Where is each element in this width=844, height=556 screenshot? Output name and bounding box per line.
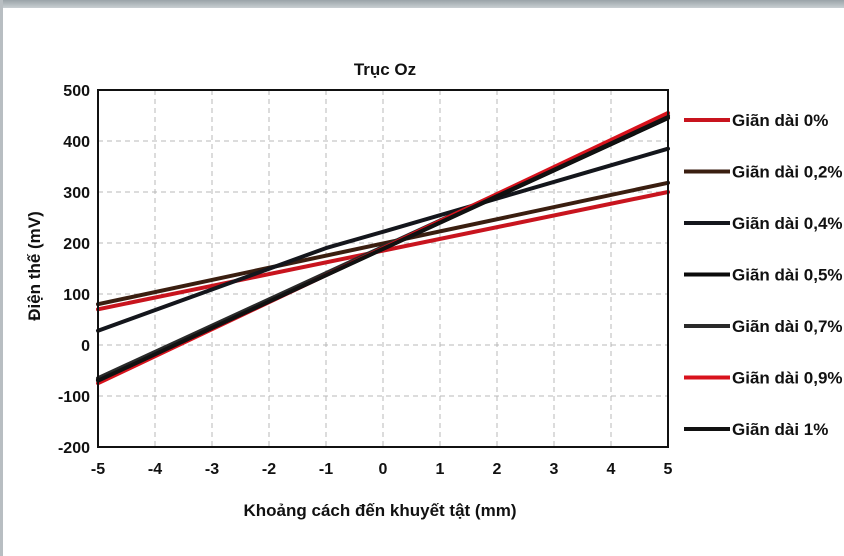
top-frame-border <box>0 0 844 8</box>
y-tick-label: -200 <box>58 440 90 457</box>
x-axis-label: Khoảng cách đến khuyết tật (mm) <box>244 501 517 520</box>
y-tick-label: 200 <box>63 236 90 253</box>
tick-labels: -5 -4 -3 -2 -1 0 1 2 3 4 5 -200 -100 0 100 200 300 400 500 <box>58 83 673 478</box>
legend-label-5: Giãn dài 0,9% <box>732 369 843 388</box>
legend-label-2: Giãn dài 0,4% <box>732 214 843 233</box>
legend-label-6: Giãn dài 1% <box>732 420 828 439</box>
x-tick-label: 1 <box>436 461 445 478</box>
y-tick-label: 0 <box>81 338 90 355</box>
x-tick-label: 4 <box>607 461 616 478</box>
x-tick-label: 5 <box>664 461 673 478</box>
legend-label-3: Giãn dài 0,5% <box>732 266 843 285</box>
y-tick-label: 300 <box>63 185 90 202</box>
x-tick-label: 0 <box>379 461 388 478</box>
legend-label-0: Giãn dài 0% <box>732 111 828 130</box>
y-axis-label: Điện thế (mV) <box>25 211 44 321</box>
y-tick-label: 500 <box>63 83 90 100</box>
series-line-2 <box>96 146 670 333</box>
y-tick-label: 400 <box>63 134 90 151</box>
x-tick-label: -5 <box>91 461 105 478</box>
x-tick-label: -2 <box>262 461 276 478</box>
x-tick-label: -4 <box>148 461 162 478</box>
left-frame-border <box>0 0 3 556</box>
plot-area-border <box>97 89 669 448</box>
series-layer <box>96 110 670 386</box>
y-tick-label: -100 <box>58 389 90 406</box>
grid-layer <box>97 89 669 448</box>
chart-title: Trục Oz <box>354 60 416 79</box>
series-line-1 <box>96 180 670 307</box>
x-tick-label: 2 <box>493 461 502 478</box>
y-tick-label: 100 <box>63 287 90 304</box>
legend-label-1: Giãn dài 0,2% <box>732 163 843 182</box>
x-tick-label: 3 <box>550 461 559 478</box>
x-tick-label: -1 <box>319 461 333 478</box>
legend-label-4: Giãn dài 0,7% <box>732 317 843 336</box>
x-tick-label: -3 <box>205 461 219 478</box>
legend: Giãn dài 0% Giãn dài 0,2% Giãn dài 0,4% Giã… <box>684 111 843 439</box>
series-line-6 <box>96 115 670 383</box>
